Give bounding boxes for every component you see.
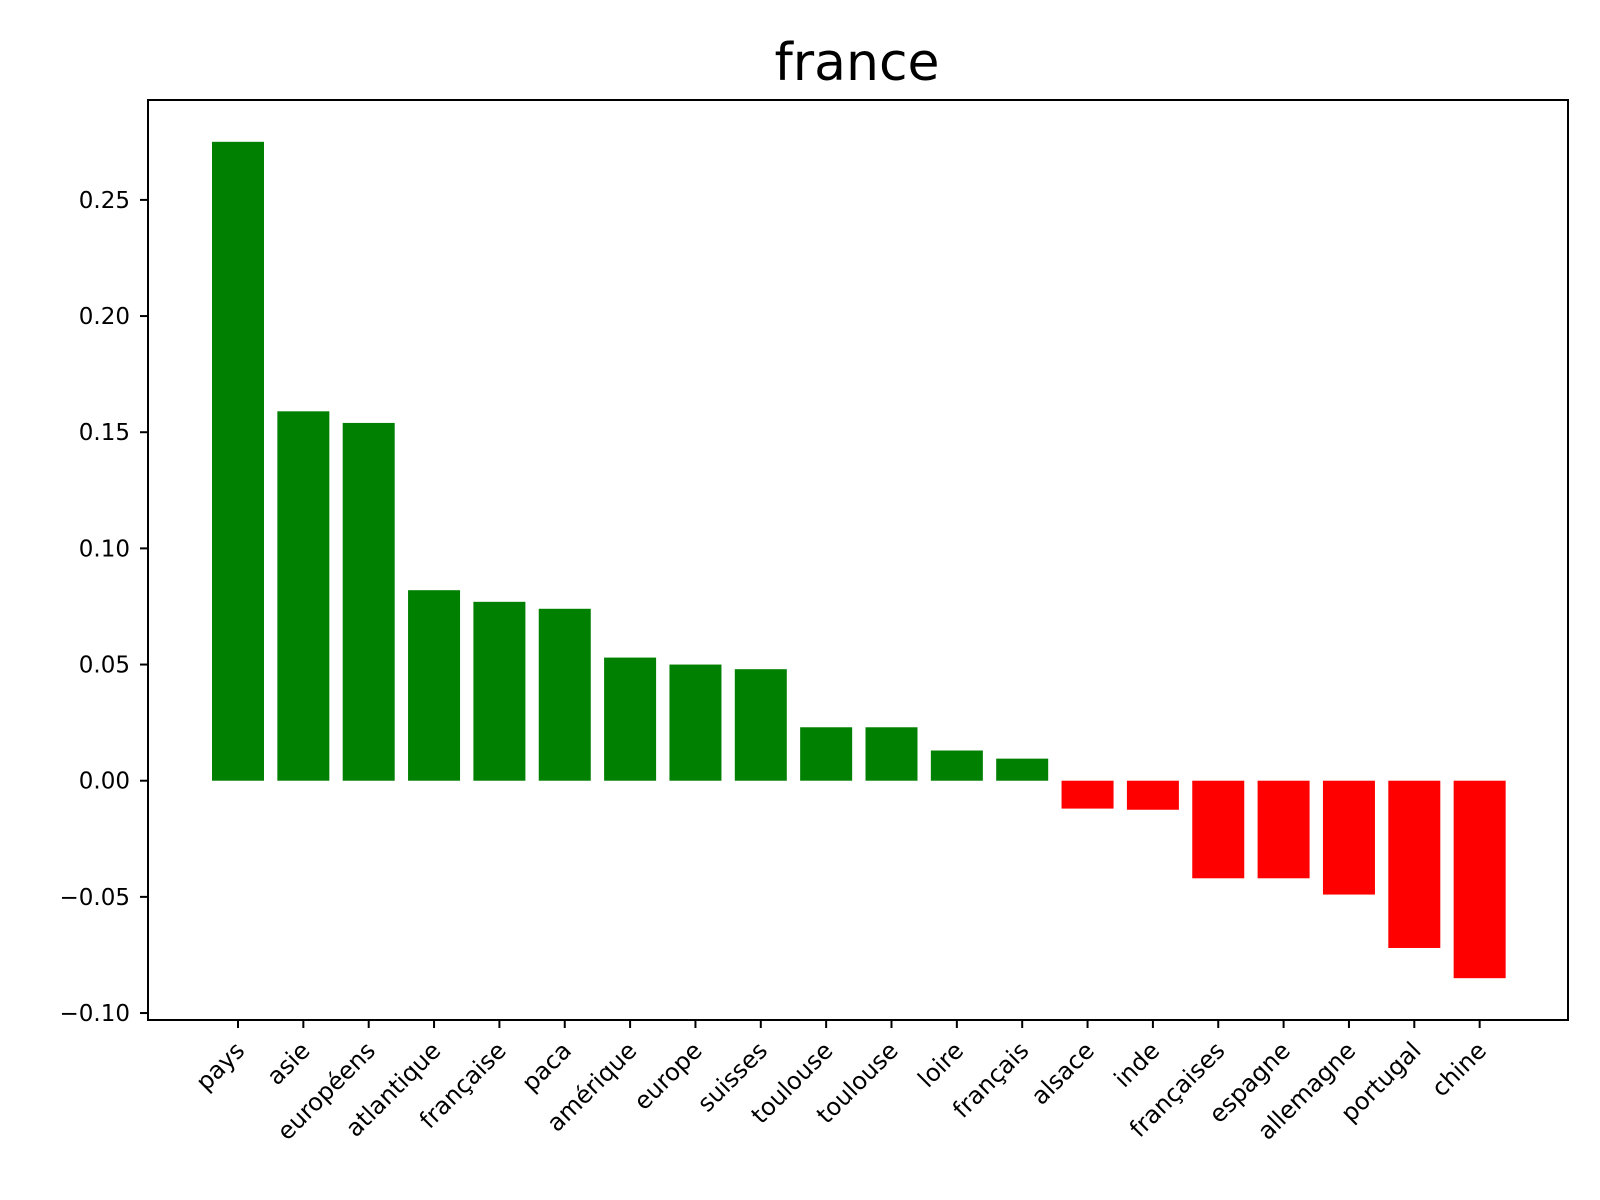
x-tick-label: paca — [516, 1036, 577, 1097]
bar-15 — [1192, 780, 1245, 879]
bar-2 — [342, 422, 395, 781]
x-tick-label: europe — [628, 1036, 707, 1115]
y-tick-label: 0.10 — [79, 536, 130, 562]
y-tick-label: 0.05 — [79, 653, 130, 679]
bar-4 — [473, 601, 526, 781]
y-tick-label: −0.10 — [60, 1001, 130, 1027]
bar-1 — [277, 411, 330, 781]
x-tick-label: chine — [1426, 1036, 1492, 1102]
bar-11 — [930, 750, 983, 781]
bar-9 — [800, 727, 853, 781]
bar-7 — [669, 664, 722, 781]
x-tick-label: asie — [261, 1036, 315, 1090]
bar-10 — [865, 727, 918, 781]
bar-14 — [1126, 780, 1179, 810]
bar-0 — [212, 141, 264, 781]
y-tick-label: 0.25 — [79, 188, 130, 214]
bar-6 — [604, 657, 657, 781]
y-tick-label: −0.05 — [60, 885, 130, 911]
y-axis: −0.10 −0.05 0.00 0.05 0.10 0.15 0.20 0.25 — [60, 188, 148, 1027]
chart-title: france — [774, 33, 939, 93]
bar-16 — [1257, 780, 1310, 879]
y-tick-label: 0.20 — [79, 304, 130, 330]
x-tick-label: pays — [190, 1036, 250, 1096]
bar-3 — [408, 590, 461, 781]
y-tick-label: 0.00 — [79, 769, 130, 795]
x-tick-label: loire — [912, 1036, 969, 1093]
plot-frame — [147, 99, 1569, 1021]
y-tick-label: 0.15 — [79, 420, 130, 446]
bar-5 — [538, 608, 591, 781]
x-tick-label: inde — [1109, 1036, 1165, 1092]
bar-8 — [734, 669, 787, 781]
bar-13 — [1061, 780, 1114, 809]
bar-18 — [1388, 780, 1441, 948]
bar-12 — [996, 758, 1049, 781]
bar-19 — [1453, 780, 1506, 979]
bar-17 — [1322, 780, 1375, 895]
x-tick-label: alsace — [1026, 1036, 1100, 1110]
bars-group — [212, 141, 1506, 979]
